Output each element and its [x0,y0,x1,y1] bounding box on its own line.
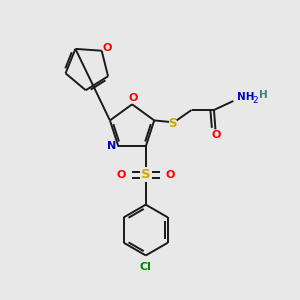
Text: NH: NH [237,92,255,102]
Text: O: O [117,170,126,180]
Text: 2: 2 [252,97,258,106]
Text: O: O [165,170,175,180]
Text: H: H [259,90,268,100]
Text: O: O [129,93,138,103]
Text: S: S [141,168,151,181]
Text: S: S [168,117,176,130]
Text: O: O [102,43,112,53]
Text: N: N [107,141,116,152]
Text: O: O [212,130,221,140]
Text: Cl: Cl [140,262,152,272]
